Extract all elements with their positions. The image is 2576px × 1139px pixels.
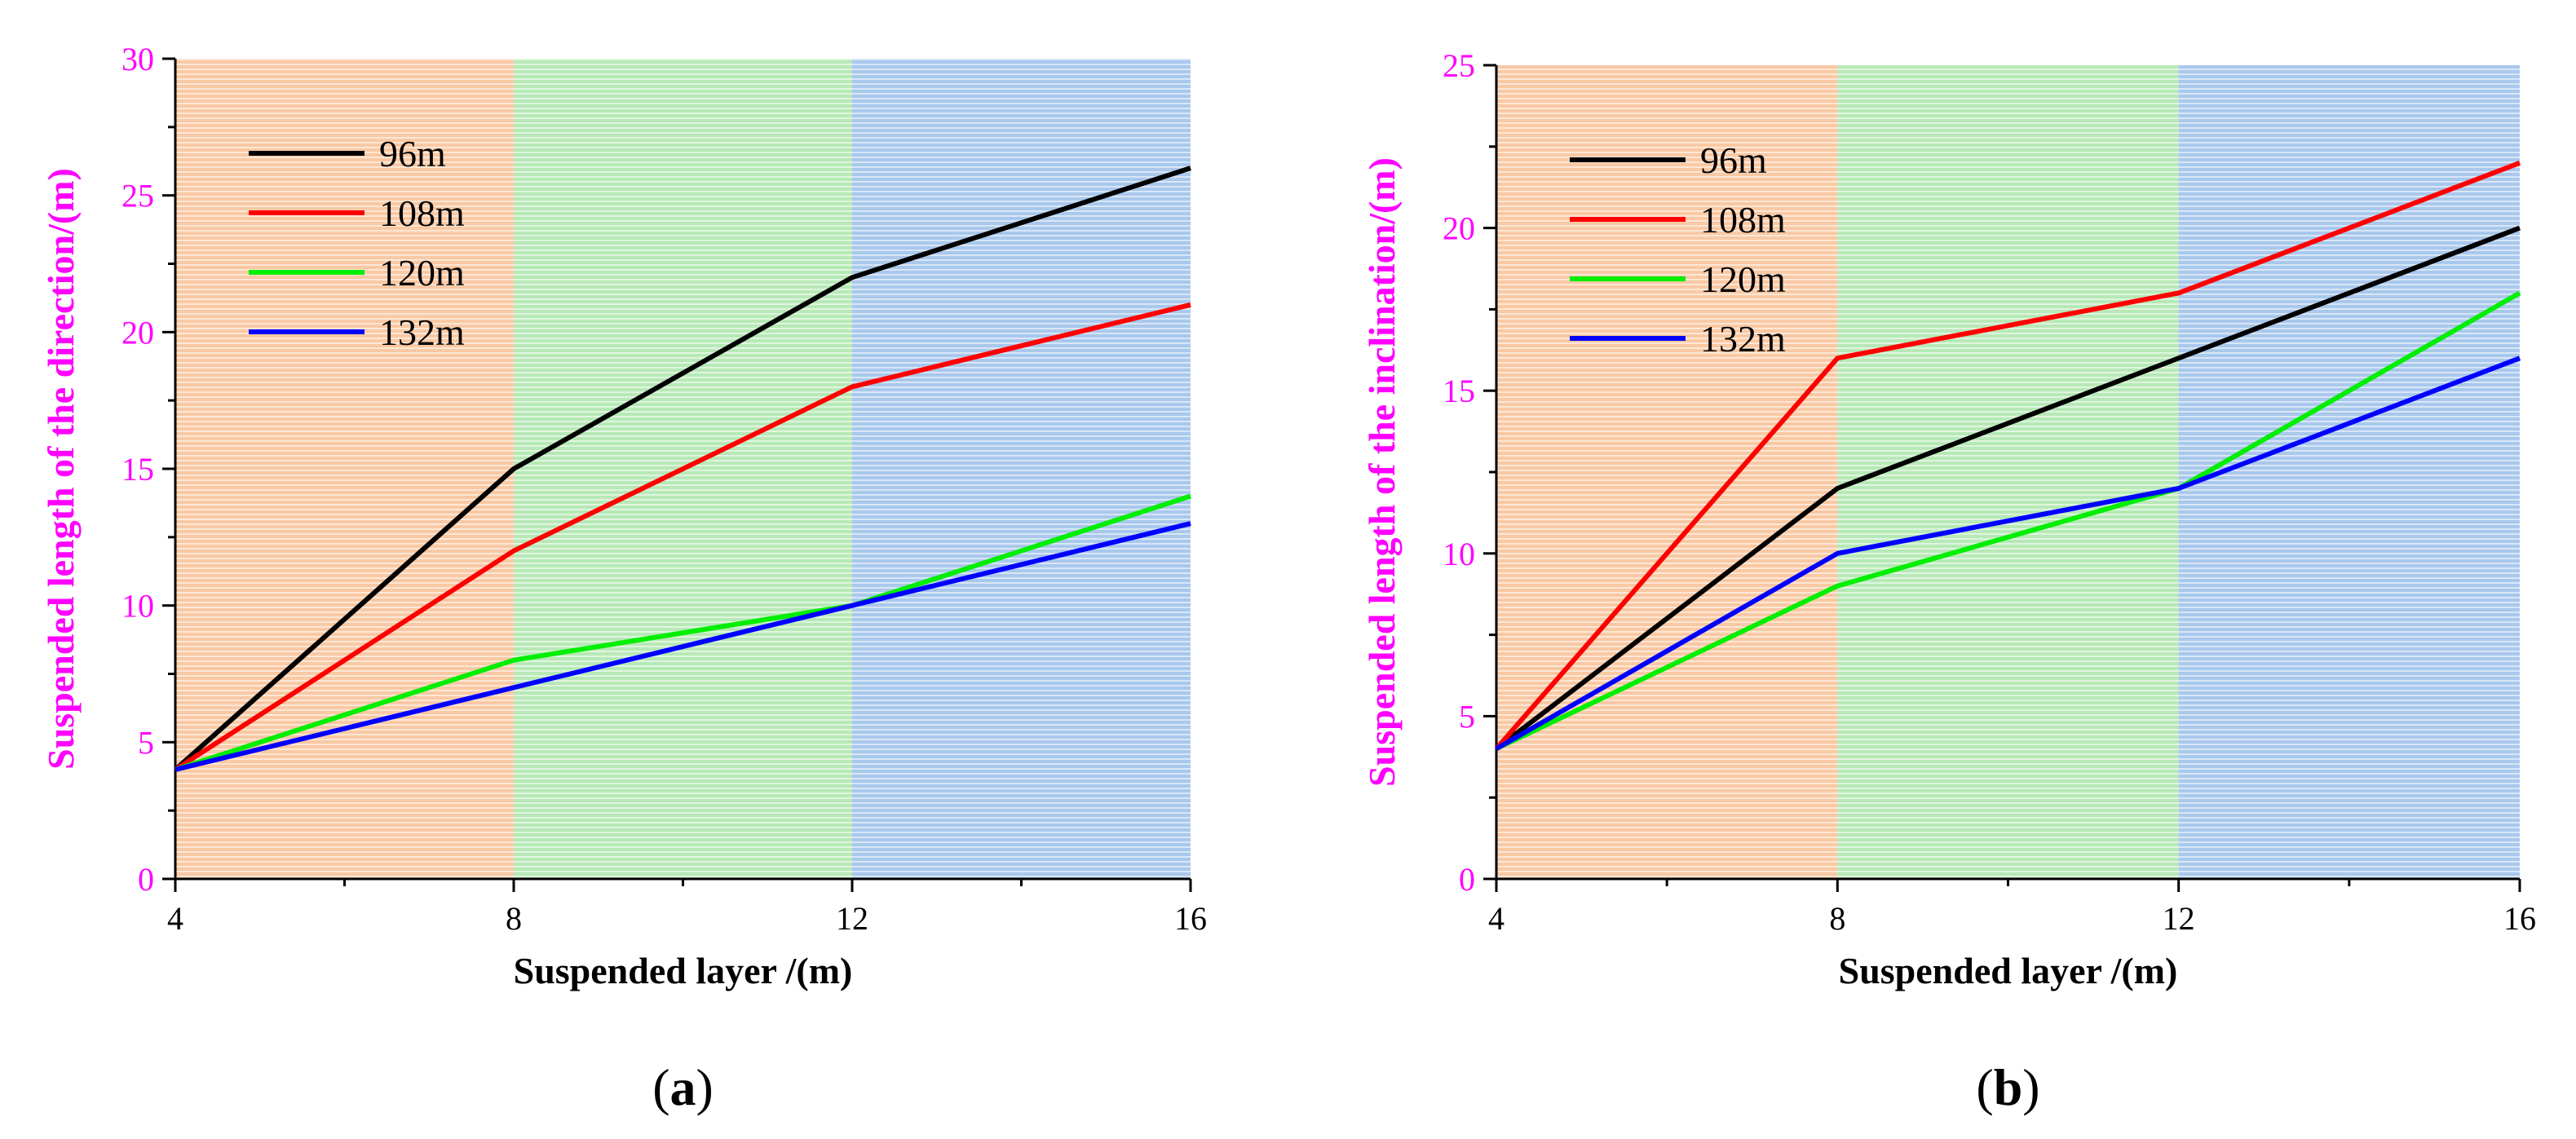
chart-panel-a: 4 8 12 16 0 5 10 15 20 25 30 96m 108m 120m 132m Suspend… xyxy=(40,41,1207,1116)
series-line-108m xyxy=(1494,160,2521,751)
y-tick-label: 0 xyxy=(138,861,154,898)
legend-label: 132m xyxy=(379,311,465,353)
panel-label: (b) xyxy=(1976,1058,2039,1116)
legend-label: 132m xyxy=(1700,318,1786,360)
x-tick-label: 16 xyxy=(2503,900,2536,937)
band-hatch-3 xyxy=(2178,65,2520,879)
y-tick-label: 20 xyxy=(1443,210,1475,247)
y-tick-label: 25 xyxy=(1443,47,1475,84)
y-tick-label: 15 xyxy=(122,451,154,488)
series-line-120m xyxy=(175,493,1191,772)
legend-label: 120m xyxy=(379,252,465,294)
band-hatch-1 xyxy=(1496,65,1838,879)
x-tick-label: 12 xyxy=(2163,900,2195,937)
band-hatch-1 xyxy=(175,59,514,879)
band-hatch-2 xyxy=(1837,65,2179,879)
y-tick-label: 30 xyxy=(122,41,154,77)
panel-label: (a) xyxy=(652,1058,714,1116)
legend-label: 96m xyxy=(1700,139,1767,181)
series-line-132m xyxy=(1495,355,2521,751)
chart-panel-b: 4 8 12 16 0 5 10 15 20 25 96m 108m 120m 132m Suspended… xyxy=(1361,47,2536,1116)
legend-label: 96m xyxy=(379,133,446,174)
x-tick-label: 4 xyxy=(167,900,183,937)
band-hatch-3 xyxy=(852,59,1191,879)
x-tick-label: 16 xyxy=(1174,900,1207,937)
y-axis-title: Suspended length of the direction/(m) xyxy=(40,168,82,770)
y-tick-label: 25 xyxy=(122,178,154,214)
y-tick-label: 10 xyxy=(122,588,154,625)
series-line-132m xyxy=(175,521,1191,772)
x-tick-label: 8 xyxy=(1829,900,1845,937)
series-line-96m xyxy=(174,166,1191,772)
y-tick-label: 10 xyxy=(1443,536,1475,572)
legend-label: 108m xyxy=(1700,199,1786,241)
legend-label: 120m xyxy=(1700,258,1786,300)
x-tick-label: 4 xyxy=(1488,900,1505,937)
y-tick-label: 15 xyxy=(1443,373,1475,409)
series-line-120m xyxy=(1495,290,2521,752)
y-tick-label: 0 xyxy=(1459,861,1475,898)
series-line-108m xyxy=(174,302,1191,772)
y-tick-label: 20 xyxy=(122,314,154,351)
x-axis-title: Suspended layer /(m) xyxy=(514,950,853,991)
x-axis-title: Suspended layer /(m) xyxy=(1839,950,2178,991)
y-tick-label: 5 xyxy=(138,724,154,761)
legend-label: 108m xyxy=(379,192,465,234)
x-tick-label: 12 xyxy=(836,900,868,937)
x-tick-label: 8 xyxy=(506,900,522,937)
series-line-96m xyxy=(1495,225,2521,751)
y-tick-label: 5 xyxy=(1459,698,1475,735)
y-axis-title: Suspended length of the inclination/(m) xyxy=(1361,157,1403,787)
